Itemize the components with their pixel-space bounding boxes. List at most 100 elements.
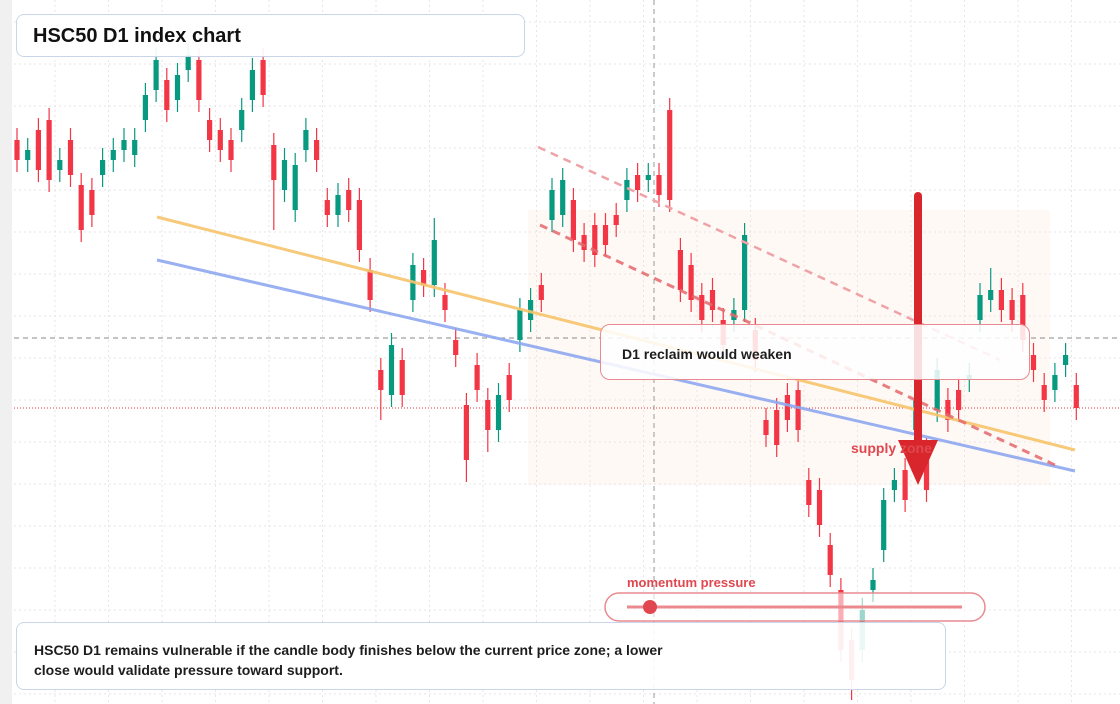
candle-body bbox=[271, 145, 277, 180]
candle-body bbox=[100, 160, 106, 175]
candle-body bbox=[549, 190, 555, 220]
candle-body bbox=[784, 395, 790, 420]
candle-body bbox=[570, 200, 576, 240]
candle-body bbox=[742, 235, 748, 310]
candle-body bbox=[667, 110, 673, 200]
candle-body bbox=[881, 500, 887, 550]
candle-body bbox=[185, 55, 191, 70]
candle-body bbox=[14, 140, 20, 160]
candle-body bbox=[774, 410, 780, 445]
candle-body bbox=[1009, 300, 1015, 320]
candle-body bbox=[35, 130, 41, 170]
arrow-head bbox=[898, 440, 938, 485]
candle-body bbox=[806, 480, 812, 505]
candle-body bbox=[816, 490, 823, 525]
candle-body bbox=[453, 340, 459, 355]
candle-body bbox=[421, 270, 427, 285]
candle-body bbox=[602, 225, 609, 245]
note-text: D1 reclaim would weaken bbox=[622, 346, 792, 362]
candle-body bbox=[517, 310, 523, 340]
candle-body bbox=[249, 70, 255, 100]
candle-body bbox=[356, 200, 362, 250]
candle-body bbox=[431, 240, 437, 285]
candle-body bbox=[1041, 385, 1047, 400]
note-box: D1 reclaim would weaken bbox=[600, 324, 1030, 380]
candle-body bbox=[217, 130, 223, 150]
candle-body bbox=[78, 185, 84, 230]
candle-body bbox=[324, 200, 330, 215]
candle-body bbox=[292, 165, 298, 210]
candle-body bbox=[956, 390, 962, 410]
candle-body bbox=[281, 160, 288, 190]
candle-body bbox=[538, 285, 544, 300]
candle-body bbox=[934, 370, 940, 410]
candle-body bbox=[635, 175, 641, 190]
candle-body bbox=[902, 470, 908, 500]
candle-body bbox=[1030, 355, 1037, 370]
candle-body bbox=[1063, 355, 1069, 365]
candle-body bbox=[239, 110, 245, 130]
candle-body bbox=[870, 580, 876, 590]
candle-body bbox=[110, 150, 116, 160]
candle-body bbox=[57, 160, 63, 170]
candle-body bbox=[303, 130, 309, 150]
candle-body bbox=[132, 140, 138, 155]
candle-body bbox=[25, 150, 31, 160]
candle-body bbox=[699, 295, 705, 320]
candle-body bbox=[1073, 385, 1079, 408]
candle-body bbox=[335, 195, 341, 215]
candle-body bbox=[207, 120, 213, 140]
candle-body bbox=[688, 265, 694, 300]
candle-body bbox=[613, 215, 619, 225]
candle-body bbox=[153, 60, 159, 90]
candle-body bbox=[923, 450, 930, 490]
left-edge bbox=[0, 0, 12, 704]
candle-body bbox=[196, 60, 202, 100]
candle-body bbox=[388, 345, 395, 395]
candle-body bbox=[228, 140, 234, 160]
candle-body bbox=[378, 370, 384, 390]
candle-body bbox=[367, 270, 373, 300]
candle-body bbox=[528, 300, 534, 320]
summary-box: HSC50 D1 remains vulnerable if the candl… bbox=[16, 622, 946, 690]
momentum-label: momentum pressure bbox=[627, 575, 756, 590]
candle-body bbox=[945, 400, 951, 420]
candle-body bbox=[998, 290, 1004, 310]
candle-body bbox=[442, 295, 448, 310]
candle-body bbox=[709, 290, 716, 310]
candle-body bbox=[67, 140, 74, 175]
candle-body bbox=[1020, 295, 1026, 340]
candle-body bbox=[592, 225, 598, 255]
candle-body bbox=[463, 405, 469, 460]
candle-body bbox=[46, 120, 52, 180]
candle-body bbox=[763, 420, 769, 435]
summary-text: HSC50 D1 remains vulnerable if the candl… bbox=[34, 642, 663, 678]
candle-body bbox=[656, 175, 662, 195]
candle-body bbox=[581, 235, 587, 250]
candle-body bbox=[399, 360, 405, 395]
candle-body bbox=[827, 545, 833, 575]
candle-body bbox=[624, 180, 630, 200]
momentum-dot bbox=[643, 600, 657, 614]
candle-body bbox=[474, 365, 480, 390]
candle-body bbox=[891, 480, 897, 490]
candle-body bbox=[346, 190, 352, 210]
candle-body bbox=[1052, 375, 1058, 390]
candle-body bbox=[977, 295, 983, 320]
candle-body bbox=[645, 175, 651, 180]
candle-body bbox=[89, 190, 95, 215]
candle-body bbox=[677, 250, 683, 290]
candle-body bbox=[485, 400, 491, 430]
candle-body bbox=[121, 140, 127, 150]
candle-body bbox=[795, 390, 801, 430]
supply-label: supply zone bbox=[851, 440, 932, 456]
candle-body bbox=[988, 290, 994, 300]
candle-body bbox=[174, 75, 181, 100]
title-box: HSC50 D1 index chart bbox=[16, 14, 525, 57]
candle-body bbox=[142, 95, 148, 120]
chart-title: HSC50 D1 index chart bbox=[33, 25, 241, 47]
candle-body bbox=[260, 60, 266, 95]
candle-body bbox=[560, 180, 566, 215]
candle-body bbox=[164, 80, 170, 110]
